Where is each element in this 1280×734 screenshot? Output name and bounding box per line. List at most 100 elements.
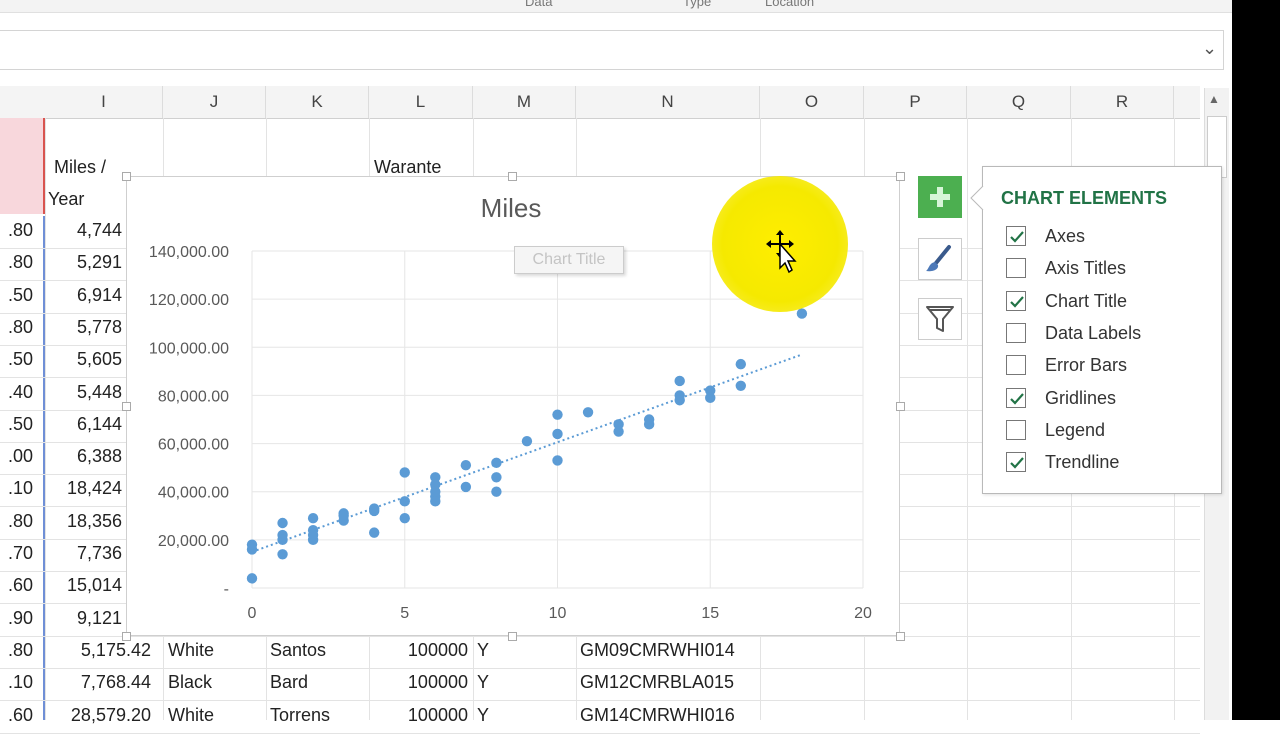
cell-h[interactable]: .80 — [7, 316, 33, 337]
cell-i[interactable]: 5,175.42 — [80, 639, 151, 660]
selected-range-h[interactable] — [0, 118, 45, 214]
cell-h[interactable]: .60 — [7, 704, 33, 725]
column-header-q[interactable]: Q — [967, 86, 1071, 118]
x-tick-label: 0 — [248, 605, 257, 622]
ribbon-location-label[interactable]: Location — [765, 0, 815, 9]
column-header-k[interactable]: K — [266, 86, 369, 118]
checkbox[interactable] — [1006, 387, 1026, 408]
column-header-i[interactable]: I — [45, 86, 163, 118]
column-header-o[interactable]: O — [760, 86, 864, 118]
column-header-m[interactable]: M — [473, 86, 576, 118]
cell-h[interactable]: .90 — [7, 607, 33, 628]
check-icon — [1010, 295, 1024, 308]
cell-k[interactable]: Santos — [270, 639, 327, 660]
column-header-bar: I J K L M N O P Q R — [0, 86, 1200, 119]
y-tick-label: 60,000.00 — [158, 437, 229, 454]
data-point — [307, 512, 319, 524]
y-tick-label: 20,000.00 — [158, 533, 229, 550]
cell-h[interactable]: .10 — [7, 672, 33, 693]
formula-bar[interactable] — [0, 30, 1224, 70]
cell-i[interactable]: 5,291 — [76, 252, 122, 273]
chart-title[interactable]: Miles — [480, 193, 542, 223]
cell-k[interactable]: Torrens — [270, 704, 331, 725]
cell-h[interactable]: .50 — [7, 284, 33, 305]
cell-m[interactable]: Y — [477, 639, 490, 660]
resize-handle[interactable] — [508, 172, 517, 181]
cell-h[interactable]: .70 — [7, 543, 33, 563]
cell-i[interactable]: 7,736 — [76, 543, 122, 563]
cell-h[interactable]: .40 — [7, 381, 33, 402]
chart-element-label: Data Labels — [1045, 322, 1142, 343]
checkbox[interactable] — [1006, 226, 1026, 246]
formula-bar-expand-icon[interactable]: ⌄ — [1202, 38, 1218, 58]
checkbox[interactable] — [1006, 322, 1026, 343]
scroll-up-icon[interactable]: ▲ — [1208, 92, 1220, 106]
resize-handle[interactable] — [896, 632, 905, 641]
data-point — [705, 392, 716, 404]
cell-i[interactable]: 6,388 — [76, 446, 122, 467]
cell-h[interactable]: .50 — [7, 413, 33, 434]
cell-i[interactable]: 6,914 — [76, 284, 122, 305]
checkbox[interactable] — [1006, 290, 1026, 311]
checkbox[interactable] — [1006, 355, 1026, 376]
cell-i[interactable]: 5,778 — [76, 316, 122, 337]
cell-h[interactable]: .00 — [7, 446, 33, 467]
cell-header-warante[interactable]: Warante — [374, 157, 442, 177]
cell-l[interactable]: 100000 — [407, 704, 468, 725]
column-header-j[interactable]: J — [163, 86, 266, 118]
cell-i[interactable]: 15,014 — [66, 575, 122, 596]
cell-i[interactable]: 5,448 — [76, 381, 122, 402]
column-header-l[interactable]: L — [369, 86, 473, 118]
cell-k[interactable]: Bard — [270, 672, 309, 693]
column-header-r[interactable]: R — [1071, 86, 1174, 118]
checkbox[interactable] — [1006, 419, 1026, 440]
column-header-p[interactable]: P — [864, 86, 967, 118]
resize-handle[interactable] — [122, 402, 131, 411]
cell-l[interactable]: 100000 — [407, 672, 468, 693]
checkbox[interactable] — [1006, 452, 1026, 473]
add-chart-element-button[interactable] — [918, 176, 962, 218]
cell-i[interactable]: 4,744 — [76, 220, 122, 240]
cell-i[interactable]: 28,579.20 — [70, 704, 151, 725]
checkbox[interactable] — [1006, 258, 1026, 279]
chart-filters-button[interactable] — [918, 298, 962, 340]
cell-j[interactable]: White — [168, 704, 215, 725]
column-header-n[interactable]: N — [576, 86, 760, 118]
cell-i[interactable]: 7,768.44 — [80, 672, 151, 693]
reference-range-h[interactable] — [0, 216, 45, 720]
flyout-pointer — [970, 186, 984, 210]
resize-handle[interactable] — [122, 632, 131, 641]
cell-h[interactable]: .80 — [7, 510, 33, 531]
cell-i[interactable]: 18,424 — [66, 478, 122, 499]
cell-h[interactable]: .80 — [7, 252, 33, 273]
cell-header-year[interactable]: Year — [48, 189, 85, 209]
cell-n[interactable]: GM14CMRWHI016 — [580, 704, 735, 725]
cell-i[interactable]: 18,356 — [66, 510, 122, 531]
data-point — [735, 358, 746, 370]
screen-edge — [1232, 0, 1280, 720]
resize-handle[interactable] — [508, 632, 517, 641]
cell-i[interactable]: 6,144 — [76, 413, 122, 434]
cell-m[interactable]: Y — [477, 672, 490, 693]
resize-handle[interactable] — [896, 172, 905, 181]
cell-header-miles-per[interactable]: Miles / — [54, 157, 107, 177]
cell-h[interactable]: .60 — [7, 575, 33, 596]
ribbon-data-label[interactable]: Data — [525, 0, 553, 9]
cell-h[interactable]: .80 — [7, 639, 33, 660]
cell-h[interactable]: .10 — [7, 478, 33, 499]
cell-m[interactable]: Y — [477, 704, 490, 725]
cell-i[interactable]: 9,121 — [76, 607, 122, 628]
resize-handle[interactable] — [896, 402, 905, 411]
chart-element-label: Axis Titles — [1045, 258, 1127, 279]
cell-h[interactable]: .80 — [7, 220, 33, 240]
chart-styles-button[interactable] — [918, 238, 962, 280]
cell-n[interactable]: GM09CMRWHI014 — [580, 639, 735, 660]
cell-j[interactable]: White — [168, 639, 215, 660]
cell-h[interactable]: .50 — [7, 349, 33, 370]
cell-l[interactable]: 100000 — [407, 639, 468, 660]
cell-i[interactable]: 5,605 — [76, 349, 122, 370]
cell-n[interactable]: GM12CMRBLA015 — [580, 672, 735, 693]
ribbon-type-label[interactable]: Type — [683, 0, 712, 9]
cell-j[interactable]: Black — [168, 672, 213, 693]
resize-handle[interactable] — [122, 172, 131, 181]
